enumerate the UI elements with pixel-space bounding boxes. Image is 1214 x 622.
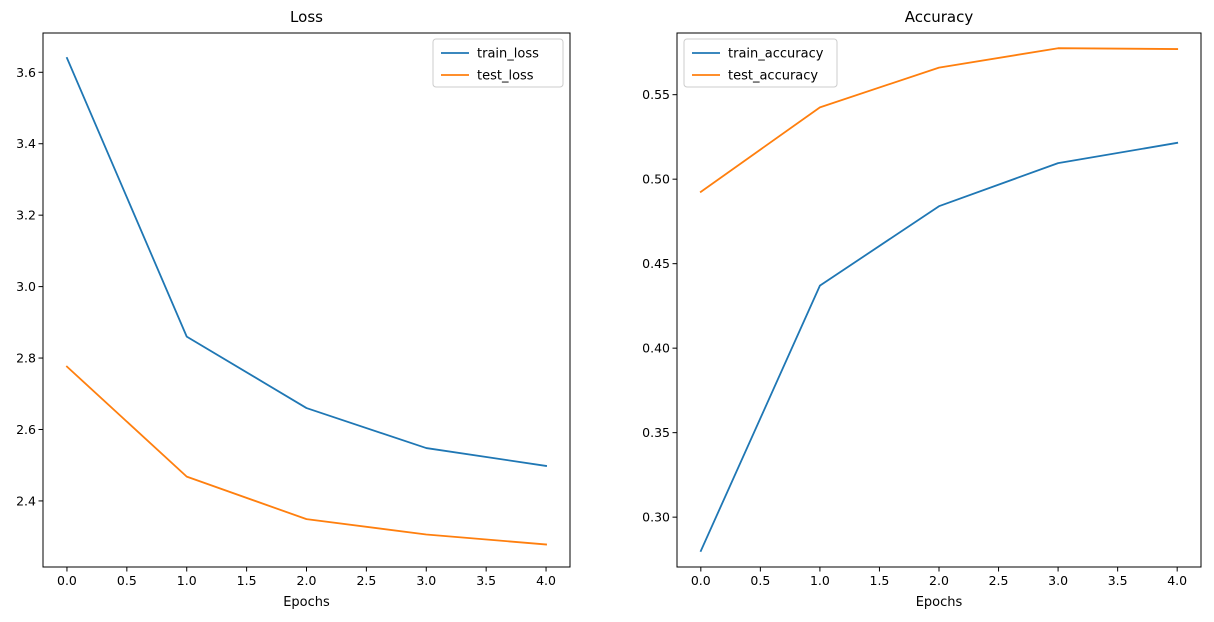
chart-2-x-tick-label: 3.0 <box>1048 573 1068 588</box>
chart-2-y-tick-label: 0.40 <box>642 341 670 356</box>
chart-2-legend: train_accuracy test_accuracy <box>683 38 838 88</box>
chart-2-legend-label-train-accuracy: train_accuracy <box>728 47 824 62</box>
chart-1-legend-label-train-loss: train_loss <box>477 47 539 62</box>
chart-1-y-tick-label: 3.4 <box>16 136 36 151</box>
chart-2-x-tick-label: 2.5 <box>989 573 1009 588</box>
chart-1-x-tick-label: 0.0 <box>57 573 77 588</box>
chart-2-x-tick-label: 4.0 <box>1167 573 1187 588</box>
chart-1-y-tick-label: 3.2 <box>16 208 36 223</box>
chart-1-axes-frame <box>42 32 571 568</box>
chart-2-y-tick-label: 0.35 <box>642 425 670 440</box>
chart-1-x-tick-label: 2.0 <box>297 573 317 588</box>
chart-2-x-tick-label: 3.5 <box>1108 573 1128 588</box>
chart-1: 0.0 0.5 1.0 1.5 2.0 2.5 3.0 3.5 4.0 2.4 2.6 2.8 3.0 3… <box>16 8 571 610</box>
chart-2-series-train-accuracy-line <box>699 141 1179 553</box>
chart-1-series-train-loss-line <box>65 56 548 467</box>
chart-1-y-tick-label: 3.6 <box>16 65 36 80</box>
chart-2-series-test-accuracy-line <box>699 47 1179 194</box>
chart-2-legend-label-test-accuracy: test_accuracy <box>728 69 818 84</box>
chart-2-x-tick-label: 1.0 <box>810 573 830 588</box>
chart-1-y-tick-label: 2.8 <box>16 351 36 366</box>
chart-2-y-tick-label: 0.45 <box>642 256 670 271</box>
chart-1-legend-label-test-loss: test_loss <box>477 69 534 84</box>
chart-1-x-axis-label: Epochs <box>283 595 330 610</box>
chart-2-x-tick-label: 0.5 <box>750 573 770 588</box>
chart-1-x-tick-label: 1.0 <box>177 573 197 588</box>
chart-1-y-tick-label: 2.6 <box>16 422 36 437</box>
chart-2-y-tick-label: 0.50 <box>642 172 670 187</box>
chart-2-axes-frame <box>676 32 1202 568</box>
chart-2-title: Accuracy <box>905 8 974 26</box>
chart-2-x-tick-label: 0.0 <box>691 573 711 588</box>
chart-1-y-tick-label: 2.4 <box>16 493 36 508</box>
chart-2-x-axis-label: Epochs <box>916 595 963 610</box>
chart-2-x-tick-label: 1.5 <box>870 573 890 588</box>
chart-1-x-tick-label: 4.0 <box>536 573 556 588</box>
chart-2-y-tick-label: 0.30 <box>642 510 670 525</box>
chart-1-x-tick-label: 0.5 <box>117 573 137 588</box>
chart-1-x-tick-label: 3.0 <box>416 573 436 588</box>
chart-1-x-tick-label: 3.5 <box>476 573 496 588</box>
chart-1-series-test-loss-line <box>65 365 548 546</box>
chart-2: 0.0 0.5 1.0 1.5 2.0 2.5 3.0 3.5 4.0 0.30 0.35 0.40 0… <box>642 8 1202 610</box>
chart-2-y-tick-label: 0.55 <box>642 87 670 102</box>
chart-1-x-tick-label: 2.5 <box>356 573 376 588</box>
chart-2-legend-box <box>683 38 838 88</box>
chart-1-legend: train_loss test_loss <box>432 38 564 88</box>
chart-1-y-tick-label: 3.0 <box>16 279 36 294</box>
chart-1-title: Loss <box>290 8 323 26</box>
chart-2-x-tick-label: 2.0 <box>929 573 949 588</box>
chart-1-x-tick-label: 1.5 <box>237 573 257 588</box>
